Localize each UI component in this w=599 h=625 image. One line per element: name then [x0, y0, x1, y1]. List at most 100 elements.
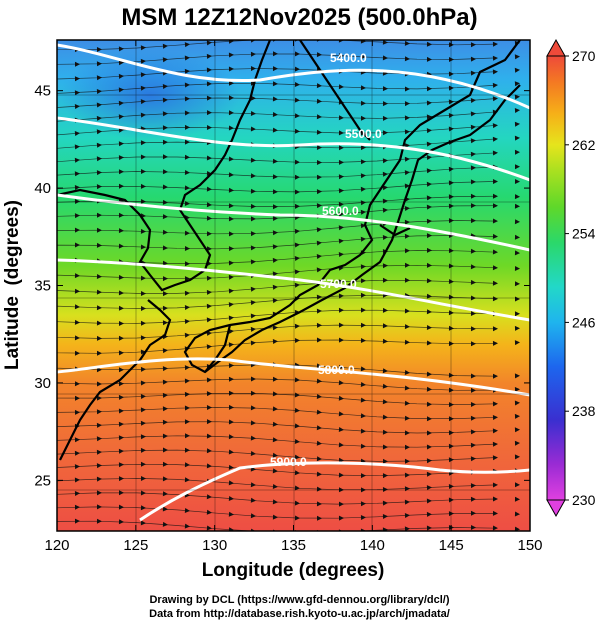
wind-arrow	[118, 212, 124, 218]
wind-arrow	[118, 127, 124, 133]
wind-arrow	[250, 231, 256, 237]
wind-arrow	[514, 454, 520, 460]
wind-arrow	[338, 252, 344, 257]
wind-arrow	[140, 140, 146, 146]
wind-arrow	[140, 490, 146, 496]
wind-arrow	[162, 419, 168, 425]
wind-arrow	[74, 335, 80, 341]
wind-arrow	[206, 448, 212, 454]
x-tick-label: 125	[123, 537, 148, 554]
wind-arrow	[360, 397, 366, 403]
wind-arrow	[272, 468, 278, 474]
wind-arrow	[206, 53, 212, 59]
wind-arrow	[448, 402, 454, 408]
wind-arrow	[250, 482, 256, 488]
wind-arrow	[74, 409, 80, 415]
wind-arrow	[470, 138, 476, 144]
wind-arrow	[162, 184, 168, 190]
wind-arrow	[316, 267, 322, 273]
wind-arrow	[140, 291, 146, 296]
wind-arrow	[426, 114, 432, 120]
footer-credit-data: Data from http://database.rish.kyoto-u.a…	[149, 608, 450, 620]
wind-arrow	[316, 160, 322, 165]
wind-arrow	[426, 325, 432, 330]
wind-arrow	[74, 199, 80, 204]
wind-arrow	[228, 95, 234, 101]
wind-arrow	[470, 442, 476, 448]
wind-arrow	[338, 337, 344, 343]
wind-arrow	[426, 444, 432, 450]
wind-arrow	[404, 370, 410, 375]
wind-arrow	[316, 515, 322, 521]
wind-arrow	[228, 231, 234, 237]
wind-arrow	[448, 218, 454, 224]
wind-arrow	[184, 124, 190, 130]
wind-arrow	[492, 136, 498, 142]
wind-arrow	[162, 506, 168, 512]
wind-arrow	[118, 243, 124, 249]
wind-arrow	[382, 130, 388, 136]
wind-arrow	[470, 151, 476, 157]
wind-arrow	[162, 199, 168, 205]
colorbar-tick-label: 254	[572, 226, 596, 242]
wind-arrow	[140, 420, 146, 426]
wind-arrow	[294, 323, 300, 329]
wind-arrow	[404, 115, 410, 121]
wind-arrow	[514, 135, 520, 141]
wind-arrow	[228, 342, 234, 348]
wind-arrow	[162, 406, 168, 412]
wind-arrow	[206, 40, 212, 46]
wind-arrow	[316, 129, 322, 135]
wind-arrow	[338, 322, 344, 328]
wind-arrow	[206, 186, 212, 192]
wind-arrow	[118, 290, 124, 296]
wind-arrow	[162, 229, 168, 235]
wind-arrow	[272, 376, 278, 382]
wind-arrow	[74, 144, 80, 150]
wind-arrow	[294, 66, 300, 72]
wind-arrow	[514, 496, 520, 502]
wind-arrow	[294, 203, 300, 209]
wind-arrow	[250, 66, 256, 71]
wind-arrow	[228, 110, 234, 116]
wind-arrow	[140, 183, 146, 189]
wind-arrow	[470, 218, 476, 224]
wind-arrow	[96, 115, 102, 121]
wind-arrow	[382, 235, 388, 240]
chart-title: MSM 12Z12Nov2025 (500.0hPa)	[121, 4, 478, 31]
wind-arrow	[206, 81, 212, 87]
streamline	[57, 339, 498, 354]
wind-arrow	[426, 204, 432, 210]
wind-arrow	[162, 57, 168, 63]
geopotential-contours	[57, 43, 530, 522]
wind-arrow	[294, 338, 300, 343]
wind-arrow	[426, 471, 432, 477]
wind-arrow	[316, 98, 322, 104]
wind-arrow	[140, 275, 146, 281]
wind-arrow	[228, 274, 234, 280]
wind-arrow	[96, 381, 102, 387]
wind-arrow	[272, 298, 278, 304]
wind-arrow	[514, 94, 520, 100]
wind-arrow	[118, 228, 124, 234]
wind-arrow	[448, 248, 454, 254]
wind-arrow	[426, 168, 432, 174]
wind-arrow	[426, 155, 432, 160]
wind-arrow	[140, 380, 146, 386]
wind-arrow	[118, 169, 124, 175]
wind-arrow	[360, 173, 366, 179]
wind-arrow	[514, 511, 520, 517]
wind-arrow	[492, 496, 498, 502]
wind-arrow	[140, 199, 146, 204]
wind-arrow	[272, 271, 278, 277]
wind-arrow	[338, 188, 344, 194]
wind-arrow	[426, 485, 432, 491]
wind-arrow	[448, 310, 454, 316]
wind-arrow	[140, 58, 146, 64]
wind-arrow	[184, 332, 190, 338]
streamline	[57, 280, 498, 294]
wind-arrow	[272, 437, 278, 443]
wind-arrow	[448, 85, 454, 91]
wind-arrow	[470, 124, 476, 130]
wind-arrow	[140, 45, 146, 51]
